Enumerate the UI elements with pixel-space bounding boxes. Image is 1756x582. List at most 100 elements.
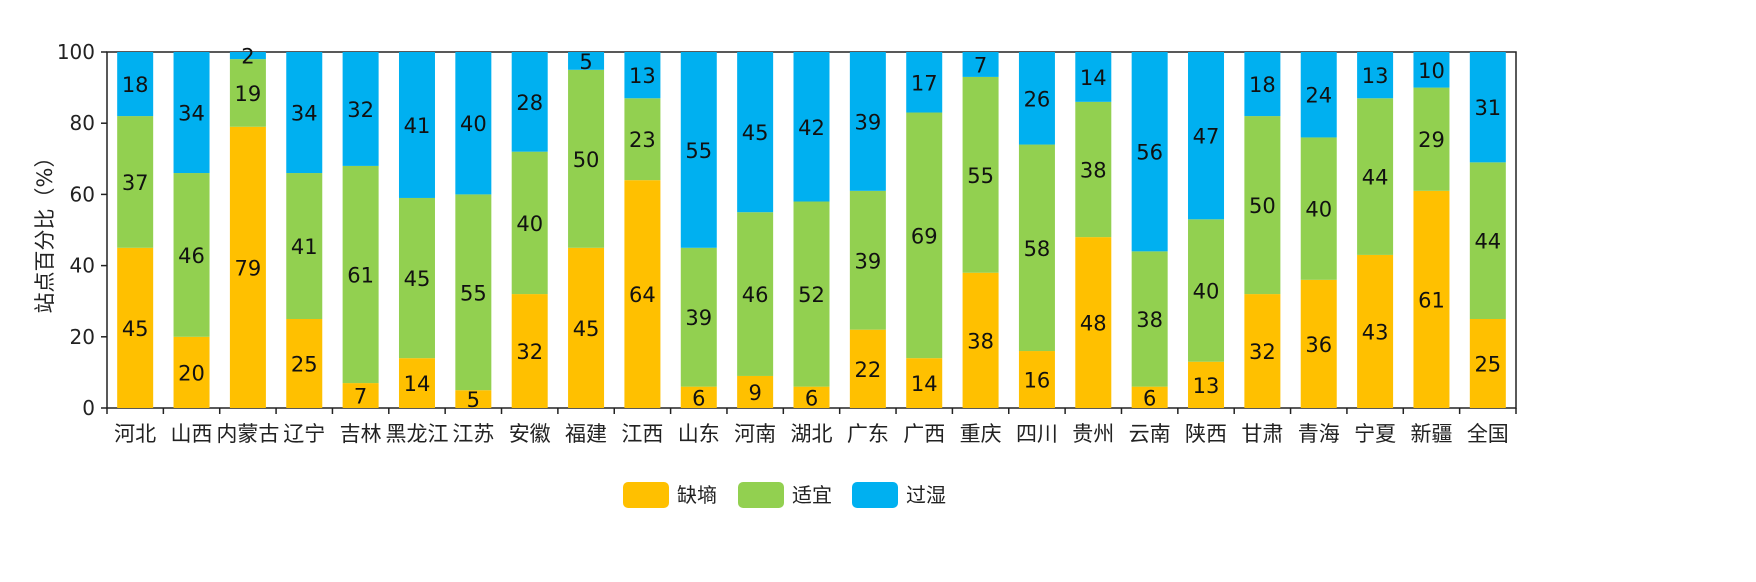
data-label: 14 bbox=[1080, 66, 1107, 90]
category-label: 河南 bbox=[734, 422, 776, 446]
data-label: 18 bbox=[1249, 73, 1276, 97]
bar-segment bbox=[1244, 52, 1281, 117]
data-label: 38 bbox=[1080, 158, 1107, 182]
data-label: 40 bbox=[460, 112, 487, 136]
category-label: 吉林 bbox=[340, 422, 382, 446]
bar-segment bbox=[173, 336, 210, 408]
data-label: 40 bbox=[1305, 198, 1332, 222]
bar-segment bbox=[117, 247, 154, 408]
category-label: 四川 bbox=[1016, 422, 1058, 446]
bar-segment bbox=[511, 294, 548, 408]
data-label: 45 bbox=[573, 317, 600, 341]
data-label: 34 bbox=[178, 102, 205, 126]
data-label: 39 bbox=[685, 306, 712, 330]
bar-segment bbox=[737, 375, 774, 408]
bar-segment bbox=[286, 319, 323, 408]
data-label: 36 bbox=[1305, 333, 1332, 357]
data-label: 25 bbox=[1474, 353, 1501, 377]
bar-segment bbox=[342, 52, 379, 166]
data-label: 50 bbox=[1249, 194, 1276, 218]
data-label: 45 bbox=[122, 317, 149, 341]
bar-segment bbox=[229, 59, 266, 127]
data-label: 13 bbox=[1193, 374, 1220, 398]
bar-segment bbox=[1357, 98, 1394, 255]
bar-segment bbox=[1018, 52, 1055, 145]
bar-segment bbox=[398, 52, 435, 198]
bar-segment bbox=[906, 52, 943, 113]
bar-segment bbox=[849, 190, 886, 330]
bar-segment bbox=[793, 52, 830, 202]
y-tick-labels: 0 20 40 60 80 100 bbox=[57, 40, 95, 420]
data-label: 7 bbox=[354, 385, 367, 409]
bar-segment bbox=[1131, 386, 1168, 408]
bar-segment bbox=[229, 52, 266, 60]
bar-segment bbox=[1413, 52, 1450, 88]
data-label: 40 bbox=[1193, 280, 1220, 304]
data-label: 61 bbox=[1418, 288, 1445, 312]
bar-segment bbox=[737, 212, 774, 376]
bar-segment bbox=[962, 76, 999, 273]
data-label: 34 bbox=[291, 102, 318, 126]
bar-segment bbox=[737, 52, 774, 213]
y-tick-label: 80 bbox=[70, 111, 95, 135]
data-label: 38 bbox=[1136, 308, 1163, 332]
bar-segment bbox=[455, 390, 492, 408]
bar-segment bbox=[1131, 52, 1168, 252]
bar-segment bbox=[624, 52, 661, 99]
category-label: 福建 bbox=[565, 422, 607, 446]
bar-segment bbox=[173, 52, 210, 174]
data-label: 64 bbox=[629, 283, 656, 307]
bars bbox=[117, 52, 1506, 408]
bar-segment bbox=[1075, 52, 1112, 102]
category-label: 广东 bbox=[847, 422, 889, 446]
y-tick-label: 20 bbox=[70, 325, 95, 349]
data-label: 45 bbox=[404, 267, 431, 291]
bar-segment bbox=[286, 52, 323, 174]
data-label: 29 bbox=[1418, 128, 1445, 152]
bar-segment bbox=[1018, 144, 1055, 352]
category-label: 全国 bbox=[1467, 422, 1509, 446]
data-label: 39 bbox=[854, 110, 881, 134]
bar-segment bbox=[1018, 351, 1055, 408]
data-label: 41 bbox=[404, 114, 431, 138]
bar-segment bbox=[1413, 87, 1450, 191]
data-label: 10 bbox=[1418, 59, 1445, 83]
category-label: 宁夏 bbox=[1354, 422, 1396, 446]
bar-segment bbox=[1357, 254, 1394, 408]
data-label: 32 bbox=[347, 98, 374, 122]
category-label: 青海 bbox=[1298, 422, 1340, 446]
bar-segment bbox=[1075, 101, 1112, 238]
data-label: 16 bbox=[1024, 369, 1051, 393]
category-label: 江西 bbox=[621, 422, 663, 446]
bar-segment bbox=[1075, 237, 1112, 408]
legend-swatch bbox=[623, 482, 669, 508]
y-tick-label: 40 bbox=[70, 254, 95, 278]
data-label: 28 bbox=[516, 91, 543, 115]
category-label: 辽宁 bbox=[283, 422, 325, 446]
data-label: 48 bbox=[1080, 312, 1107, 336]
data-label: 44 bbox=[1474, 230, 1501, 254]
data-label: 14 bbox=[404, 372, 431, 396]
bar-segment bbox=[1244, 116, 1281, 295]
legend-label: 缺墒 bbox=[677, 483, 717, 507]
data-label: 47 bbox=[1193, 125, 1220, 149]
bar-segment bbox=[1188, 219, 1225, 362]
category-label: 广西 bbox=[903, 422, 945, 446]
bar-segment bbox=[511, 151, 548, 295]
category-label: 贵州 bbox=[1072, 422, 1114, 446]
bar-segment bbox=[342, 165, 379, 384]
bar-segment bbox=[117, 116, 154, 248]
bar-segment bbox=[680, 52, 717, 248]
data-label: 5 bbox=[467, 388, 480, 412]
data-label: 9 bbox=[748, 381, 761, 405]
data-label: 79 bbox=[235, 256, 262, 280]
data-label: 5 bbox=[579, 50, 592, 74]
category-label: 云南 bbox=[1129, 422, 1171, 446]
bar-segment bbox=[229, 126, 266, 408]
category-label: 新疆 bbox=[1410, 422, 1452, 446]
bar-segment bbox=[173, 173, 210, 337]
data-label: 50 bbox=[573, 148, 600, 172]
bar-segment bbox=[849, 329, 886, 408]
category-label: 黑龙江 bbox=[385, 422, 448, 446]
y-tick-label: 0 bbox=[82, 396, 95, 420]
